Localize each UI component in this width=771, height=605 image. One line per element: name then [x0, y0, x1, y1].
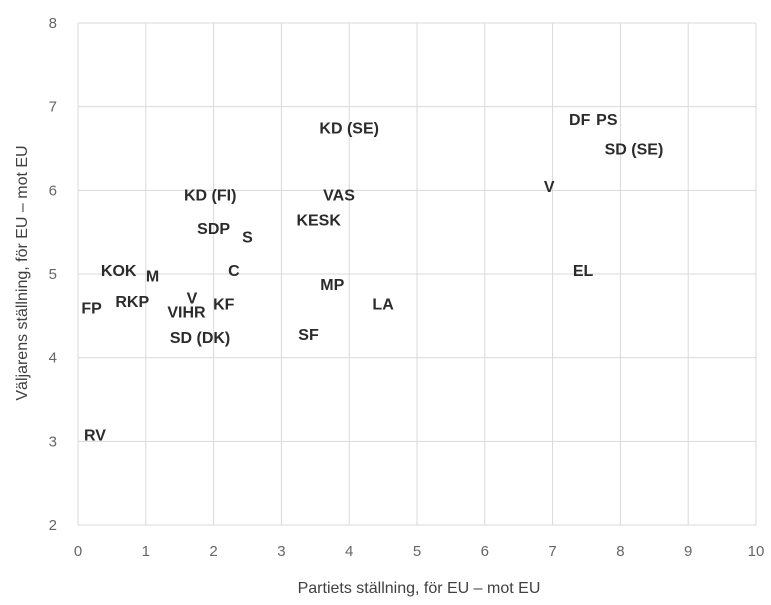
data-point-label: KD (SE): [319, 121, 379, 138]
tick-layer: 0 1 2 3 4 5 6 7 8 9 10 2 3 4 5 6 7 8: [49, 15, 765, 560]
y-tick-label: 7: [49, 99, 57, 116]
data-point-label: KOK: [101, 263, 137, 280]
data-point-label: SD (DK): [170, 330, 230, 347]
data-point-label: SDP: [197, 221, 230, 238]
data-point-label: V: [544, 179, 555, 196]
data-point-label: PS: [596, 112, 618, 129]
data-point-label: DF: [569, 112, 591, 129]
data-point-label: MP: [320, 277, 344, 294]
y-tick-label: 3: [49, 433, 57, 450]
x-tick-label: 5: [413, 543, 421, 560]
x-tick-label: 4: [345, 543, 353, 560]
x-tick-label: 7: [548, 543, 556, 560]
data-point-label: RKP: [115, 294, 149, 311]
data-point-label: VIHR: [167, 305, 206, 322]
data-point-label: KF: [213, 296, 235, 313]
grid-layer: [77, 22, 757, 526]
data-point-label: M: [146, 269, 159, 286]
y-tick-label: 8: [49, 15, 57, 32]
data-point-label: S: [242, 229, 253, 246]
x-tick-label: 2: [209, 543, 217, 560]
x-tick-label: 9: [684, 543, 692, 560]
x-tick-label: 3: [277, 543, 285, 560]
x-tick-label: 1: [142, 543, 150, 560]
y-axis-title: Väljarens ställning, för EU – mot EU: [14, 145, 31, 400]
data-point-label: V: [187, 290, 198, 307]
point-layer: KD (SE) DF PS SD (SE) V KD (FI) VAS KESK SDP S KOK…: [81, 112, 663, 444]
x-tick-label: 0: [74, 543, 82, 560]
data-point-label: KESK: [296, 213, 341, 230]
data-point-label: LA: [372, 296, 394, 313]
data-point-label: EL: [573, 263, 594, 280]
data-point-label: C: [228, 263, 240, 280]
data-point-label: SD (SE): [605, 142, 664, 159]
x-tick-label: 8: [616, 543, 624, 560]
y-tick-label: 5: [49, 266, 57, 283]
x-tick-label: 6: [481, 543, 489, 560]
data-point-label: RV: [84, 428, 106, 445]
y-tick-label: 6: [49, 182, 57, 199]
y-tick-label: 4: [49, 350, 57, 367]
x-tick-label: 10: [748, 543, 765, 560]
data-point-label: FP: [81, 300, 102, 317]
y-tick-label: 2: [49, 517, 57, 534]
data-point-label: VAS: [323, 188, 355, 205]
data-point-label: SF: [298, 327, 319, 344]
x-axis-title: Partiets ställning, för EU – mot EU: [298, 580, 541, 597]
data-point-label: KD (FI): [184, 188, 236, 205]
